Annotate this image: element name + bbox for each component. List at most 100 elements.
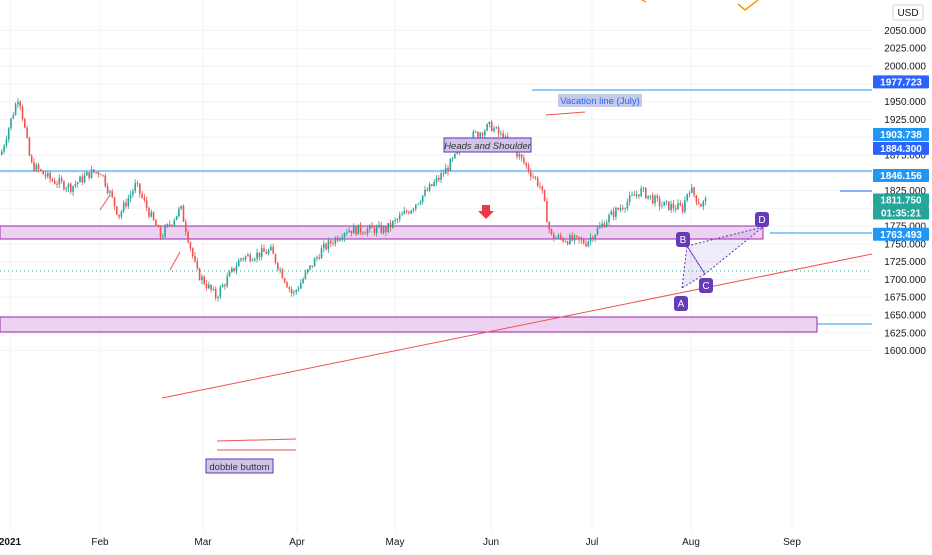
time-axis[interactable]: 2021 Feb Mar Apr May Jun Jul Aug Sep xyxy=(0,532,932,550)
annotation-double-bottom[interactable]: dobble buttom xyxy=(205,458,274,474)
candle-body xyxy=(313,258,316,267)
candle-body xyxy=(415,204,417,209)
candles xyxy=(1,97,707,302)
candle-body xyxy=(442,173,445,175)
time-tick-label: Mar xyxy=(194,537,212,548)
candle-body xyxy=(447,167,449,171)
price-label-line-label[interactable]: 1977.723 xyxy=(873,75,929,89)
support-zone[interactable] xyxy=(0,316,818,333)
svg-text:1977.723: 1977.723 xyxy=(880,77,922,88)
candle-body xyxy=(288,287,291,289)
down-arrow-icon[interactable] xyxy=(478,205,494,219)
candle-body xyxy=(405,210,408,213)
candle-body xyxy=(596,228,599,235)
pattern-point-b[interactable]: B xyxy=(676,232,690,247)
svg-text:B: B xyxy=(680,235,687,246)
candle-body xyxy=(663,201,665,206)
price-label-line-label[interactable]: 1763.493 xyxy=(873,227,929,241)
price-label-line-label[interactable]: 1884.300 xyxy=(873,141,929,155)
svg-text:1884.300: 1884.300 xyxy=(880,144,922,155)
annotation-heads-and-shoulder[interactable]: Heads and Shoulder xyxy=(443,137,532,153)
candle-body xyxy=(26,127,28,138)
pattern-point-a[interactable]: A xyxy=(674,296,688,311)
candle-body xyxy=(408,212,410,214)
candle-body xyxy=(12,115,15,119)
candle-body xyxy=(599,225,601,229)
candle-body xyxy=(122,202,125,212)
candle-body xyxy=(642,187,645,189)
price-label-last-price[interactable]: 1811.750 xyxy=(873,193,929,207)
candle-body xyxy=(277,262,279,270)
pattern-point-c[interactable]: C xyxy=(699,278,713,293)
candle-body xyxy=(451,158,454,160)
candle-body xyxy=(686,193,688,201)
candle-body xyxy=(633,194,636,196)
candle-body xyxy=(366,229,369,234)
price-label-line-label[interactable]: 1903.738 xyxy=(873,127,929,141)
price-tick-label: 1950.000 xyxy=(884,97,926,108)
candle-body xyxy=(33,162,35,171)
candle-body xyxy=(617,207,619,210)
candle-body xyxy=(304,272,307,279)
abcd-pattern[interactable]: A B C D xyxy=(674,212,769,311)
candle-body xyxy=(679,203,682,206)
candle-body xyxy=(306,269,309,273)
candle-body xyxy=(589,237,592,242)
candle-body xyxy=(534,176,537,179)
candle-body xyxy=(392,221,394,228)
candle-body xyxy=(148,208,150,217)
candle-body xyxy=(472,131,475,141)
candle-body xyxy=(546,201,548,223)
candle-body xyxy=(198,268,201,281)
candle-body xyxy=(76,182,79,185)
candle-body xyxy=(417,203,419,205)
candle-body xyxy=(444,167,447,174)
candle-body xyxy=(704,198,707,202)
candle-body xyxy=(665,201,668,203)
candle-body xyxy=(375,227,378,234)
price-label-line-label[interactable]: 1846.156 xyxy=(873,168,929,182)
candle-body xyxy=(157,226,159,228)
candle-body xyxy=(249,254,251,261)
currency-badge[interactable]: USD xyxy=(892,4,924,21)
candle-body xyxy=(3,145,5,152)
candle-body xyxy=(283,278,286,283)
candle-body xyxy=(647,195,649,199)
price-axis[interactable]: 1600.000 1625.000 1650.000 1675.000 1700.000… xyxy=(872,0,932,532)
candle-body xyxy=(571,235,573,241)
grid xyxy=(0,0,872,532)
candle-body xyxy=(226,276,228,287)
svg-text:A: A xyxy=(678,299,685,310)
candle-body xyxy=(626,201,629,209)
candle-body xyxy=(265,251,268,254)
candle-body xyxy=(132,190,134,195)
price-label-countdown[interactable]: 01:35:21 xyxy=(873,206,929,220)
pattern-point-d[interactable]: D xyxy=(755,212,769,227)
candle-body xyxy=(672,203,675,209)
candle-body xyxy=(555,237,557,240)
candle-body xyxy=(569,235,571,245)
candle-body xyxy=(454,153,456,159)
time-tick-label: Jul xyxy=(586,537,599,548)
candle-body xyxy=(486,124,488,131)
annotation-vacation-line[interactable]: Vacation line (July) xyxy=(558,94,642,107)
candle-body xyxy=(357,224,360,235)
candle-body xyxy=(631,194,633,196)
candle-body xyxy=(171,224,173,226)
candle-body xyxy=(440,173,442,180)
candle-body xyxy=(21,106,24,120)
candle-body xyxy=(134,183,136,191)
candle-body xyxy=(654,195,656,204)
candle-body xyxy=(7,128,10,140)
rising-trendline[interactable] xyxy=(161,253,873,399)
candle-body xyxy=(523,157,525,163)
candle-body xyxy=(336,237,339,241)
price-tick-label: 2050.000 xyxy=(884,26,926,37)
candle-body xyxy=(412,208,415,211)
horizontal-lines[interactable] xyxy=(0,89,872,325)
candle-body xyxy=(387,223,389,233)
candle-body xyxy=(205,283,208,289)
candle-body xyxy=(530,171,532,177)
